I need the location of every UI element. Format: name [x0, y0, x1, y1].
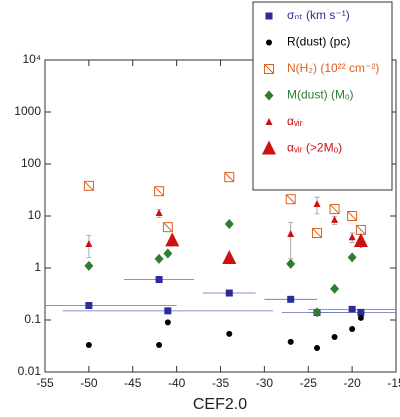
point [85, 302, 93, 310]
point-hatch [329, 204, 340, 214]
point [165, 232, 180, 247]
point-box [285, 194, 296, 205]
y-tick-label: 0.1 [24, 312, 41, 326]
point [163, 248, 173, 259]
point [162, 222, 173, 233]
point-hatch [285, 194, 296, 205]
point [156, 342, 163, 349]
point [164, 319, 171, 326]
point [154, 186, 165, 197]
point [287, 338, 294, 345]
point [285, 194, 296, 205]
point [287, 230, 295, 238]
point [224, 219, 234, 230]
point [85, 342, 92, 349]
legend-marker [265, 118, 273, 125]
point-hatch [162, 222, 173, 233]
point [313, 200, 321, 208]
x-tick-label: -45 [124, 376, 142, 390]
y-tick-label: 1000 [14, 104, 41, 118]
point-box [224, 172, 235, 183]
point [357, 314, 364, 321]
point-box [162, 222, 173, 233]
y-tick-label: 1 [34, 260, 41, 274]
point [83, 180, 94, 191]
point [347, 211, 358, 221]
point [330, 283, 340, 294]
y-tick-label: 10 [28, 208, 42, 222]
legend-label: R(dust) (pc) [287, 35, 350, 49]
legend-box [252, 1, 393, 191]
legend-marker [262, 140, 276, 155]
point [348, 233, 356, 241]
x-tick-label: -30 [256, 376, 274, 390]
legend-marker [264, 64, 274, 74]
legend-label: M(dust) (Mₒ) [287, 88, 354, 102]
point [329, 204, 340, 215]
point-box [154, 186, 165, 197]
x-axis-label: CEF2.0 [193, 396, 247, 413]
x-tick-label: -35 [212, 376, 230, 390]
point [353, 233, 368, 248]
y-tick-label: 10⁴ [22, 52, 41, 66]
point-hatch [224, 172, 235, 182]
point [347, 252, 357, 263]
point-hatch [312, 228, 322, 238]
point-box [264, 64, 274, 74]
point [155, 209, 163, 217]
point-box [329, 204, 340, 215]
point [224, 172, 235, 183]
point-box [83, 180, 94, 191]
legend-label: N(H₂) (10²² cm⁻²) [287, 61, 379, 75]
point-hatch [347, 211, 357, 221]
point [155, 276, 163, 284]
legend-marker [264, 90, 274, 101]
x-tick-label: -55 [36, 376, 54, 390]
point [84, 260, 94, 271]
point [312, 228, 323, 239]
x-tick-label: -20 [343, 376, 361, 390]
point-hatch [154, 186, 164, 197]
y-tick-label: 0.01 [18, 364, 42, 378]
legend-marker [266, 39, 272, 46]
point [287, 295, 295, 303]
point [154, 253, 164, 264]
legend-label: σₙₜ (km s⁻¹) [287, 8, 350, 22]
legend-marker [265, 12, 273, 20]
point-hatch [356, 225, 366, 235]
x-tick-label: -40 [168, 376, 186, 390]
point-box [312, 228, 323, 239]
point [331, 215, 339, 223]
x-tick-label: -15 [387, 376, 400, 390]
y-error-bar [288, 222, 294, 260]
point [222, 249, 237, 264]
legend-label: αᵥᵢᵣ (>2Mₒ) [287, 141, 342, 155]
point [348, 305, 356, 313]
point [312, 307, 322, 318]
y-tick-label: 100 [21, 156, 41, 170]
point [164, 307, 172, 315]
point [357, 308, 365, 316]
x-tick-label: -50 [80, 376, 98, 390]
point [225, 289, 233, 297]
point-box [347, 211, 358, 221]
point [226, 330, 233, 337]
point-hatch [264, 64, 274, 74]
point [349, 326, 356, 333]
point [286, 258, 296, 269]
point [331, 334, 338, 341]
legend-label: αᵥᵢᵣ [287, 114, 303, 128]
x-tick-label: -25 [300, 376, 318, 390]
point [314, 344, 321, 351]
point [85, 239, 93, 247]
point-hatch [84, 180, 94, 191]
